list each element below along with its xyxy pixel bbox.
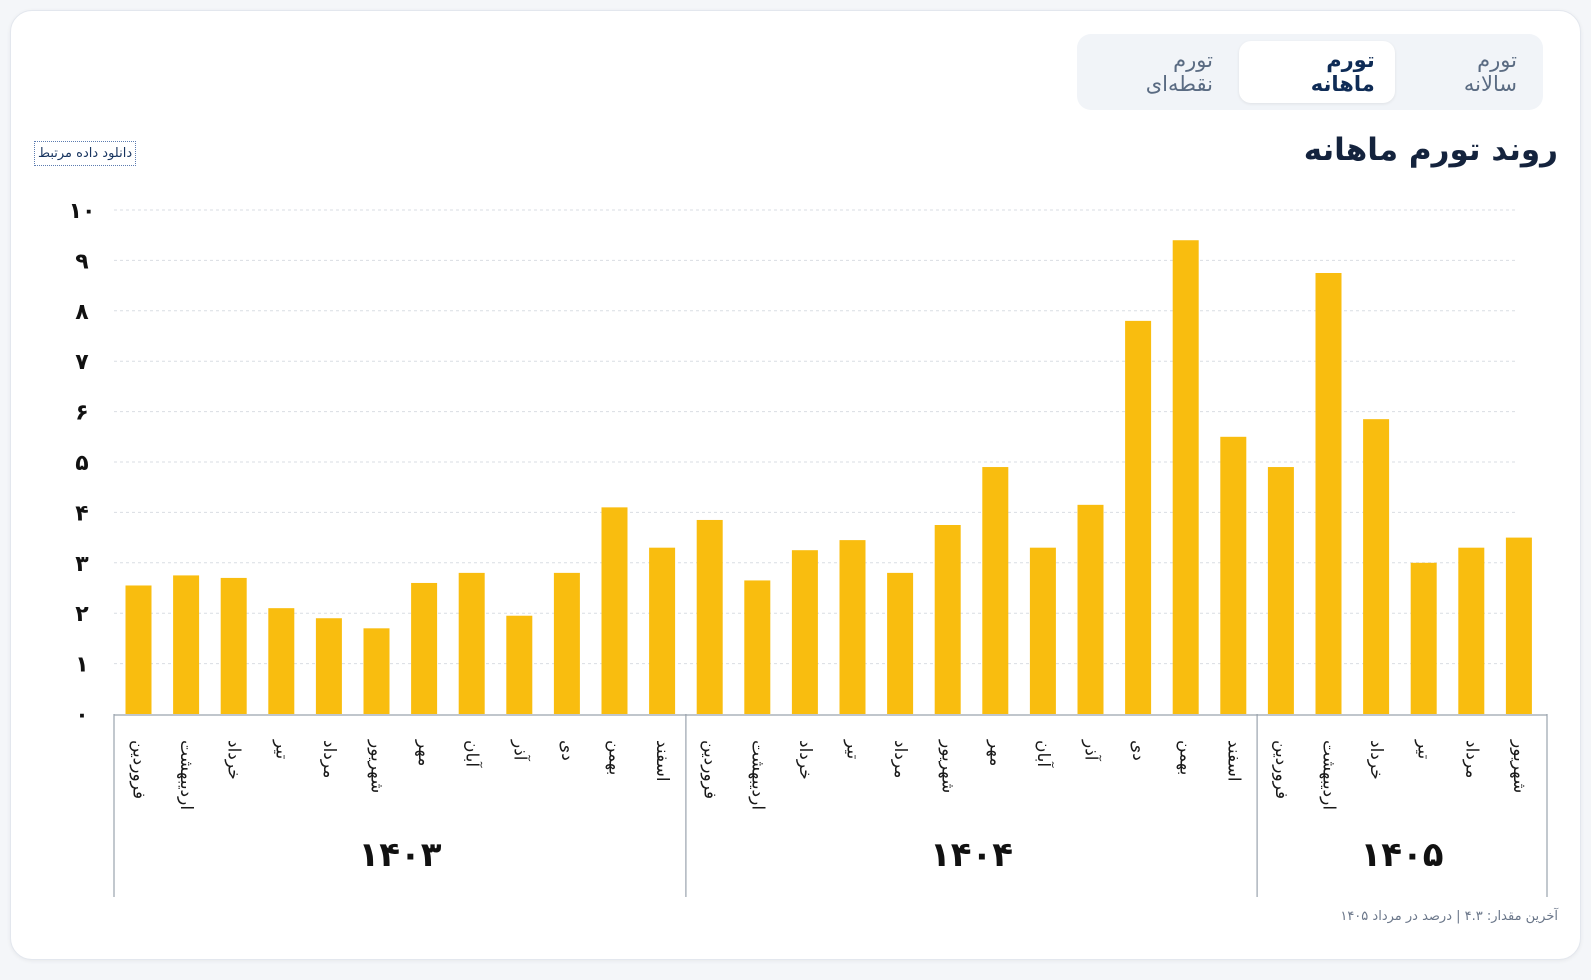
- x-tick-label: بهمن: [605, 740, 625, 775]
- x-tick-label: خرداد: [1366, 740, 1386, 780]
- x-tick-label: اسفند: [1223, 740, 1243, 782]
- bar-21: [1077, 504, 1104, 714]
- x-tick-label: آذر: [1081, 739, 1103, 762]
- x-tick-label: تیر: [843, 739, 863, 760]
- x-tick-label: خرداد: [224, 740, 244, 780]
- download-data-link[interactable]: دانلود داده مرتبط: [34, 141, 137, 166]
- bar-16: [839, 540, 866, 714]
- x-tick-label: بهمن: [1176, 740, 1196, 775]
- tab-annual-inflation[interactable]: تورم سالانه: [1463, 48, 1517, 96]
- x-tick-label: دی: [557, 740, 577, 761]
- x-tick-label: مرداد: [890, 740, 910, 778]
- bar-28: [1410, 562, 1437, 714]
- bar-3: [220, 577, 247, 714]
- y-tick-label: ۰: [75, 703, 88, 728]
- x-tick-label: اردیبهشت: [1319, 740, 1339, 810]
- bar-2: [173, 575, 200, 714]
- bar-17: [887, 572, 914, 714]
- x-tick-label: فروردین: [1271, 740, 1291, 799]
- last-value-note: آخرین مقدار: ۴.۳ | درصد در مرداد ۱۴۰۵: [1340, 909, 1558, 924]
- x-tick-label: شهریور: [1509, 739, 1529, 793]
- y-tick-label: ۶: [75, 401, 88, 426]
- bar-4: [268, 608, 295, 714]
- bar-19: [982, 467, 1009, 714]
- x-tick-label: مرداد: [1461, 740, 1481, 778]
- bar-5: [315, 618, 342, 714]
- bar-14: [744, 580, 771, 714]
- tab-point-inflation[interactable]: تورم نقطه‌ای: [1145, 48, 1213, 96]
- x-tick-label: آبان: [462, 740, 484, 768]
- x-tick-label: تیر: [1414, 739, 1434, 760]
- y-tick-label: ۳: [75, 552, 89, 577]
- x-tick-label: فروردین: [700, 740, 720, 799]
- bar-18: [934, 525, 961, 714]
- year-label: ۱۴۰۳: [358, 835, 441, 875]
- year-label: ۱۴۰۵: [1361, 835, 1444, 875]
- y-tick-label: ۸: [75, 300, 89, 325]
- bar-7: [411, 582, 438, 714]
- x-tick-label: مهر: [985, 739, 1005, 766]
- bar-11: [601, 507, 628, 714]
- x-tick-label: شهریور: [367, 739, 387, 793]
- bar-1: [125, 585, 152, 714]
- bar-15: [791, 550, 818, 714]
- bar-10: [553, 572, 580, 714]
- y-tick-label: ۴: [75, 501, 88, 526]
- tab-monthly-inflation[interactable]: تورم ماهانه: [1238, 41, 1395, 103]
- bar-22: [1125, 320, 1152, 714]
- bar-12: [649, 547, 676, 714]
- x-tick-label: مهر: [414, 739, 434, 766]
- bar-24: [1220, 436, 1247, 714]
- x-tick-label: فروردین: [129, 740, 149, 799]
- y-tick-label: ۱: [75, 653, 88, 678]
- y-tick-label: ۲: [75, 602, 89, 627]
- x-tick-label: مرداد: [319, 740, 339, 778]
- x-tick-label: دی: [1128, 740, 1148, 761]
- y-tick-label: ۷: [75, 350, 89, 375]
- x-tick-label: اردیبهشت: [176, 740, 196, 810]
- bar-23: [1172, 240, 1199, 715]
- x-tick-label: تیر: [271, 739, 291, 760]
- x-tick-label: اردیبهشت: [747, 740, 767, 810]
- tab-bar: تورم سالانه تورم ماهانه تورم نقطه‌ای: [1077, 34, 1543, 110]
- bar-30: [1505, 537, 1532, 714]
- x-tick-label: شهریور: [938, 739, 958, 793]
- x-tick-label: اسفند: [652, 740, 672, 782]
- y-tick-label: ۱۰: [69, 199, 96, 224]
- x-tick-label: خرداد: [795, 740, 815, 780]
- bar-25: [1267, 467, 1294, 714]
- x-tick-label: آذر: [509, 739, 531, 762]
- year-label: ۱۴۰۴: [930, 835, 1013, 875]
- bar-26: [1315, 273, 1342, 714]
- y-tick-label: ۹: [75, 249, 88, 274]
- bar-9: [506, 615, 533, 714]
- bar-8: [458, 572, 485, 714]
- bar-13: [696, 519, 723, 714]
- bar-27: [1363, 419, 1390, 714]
- y-tick-label: ۵: [75, 451, 88, 476]
- bar-20: [1029, 547, 1056, 714]
- bar-29: [1458, 547, 1485, 714]
- chart-title: روند تورم ماهانه: [1303, 132, 1558, 168]
- x-tick-label: آبان: [1033, 740, 1055, 768]
- bar-6: [363, 628, 390, 714]
